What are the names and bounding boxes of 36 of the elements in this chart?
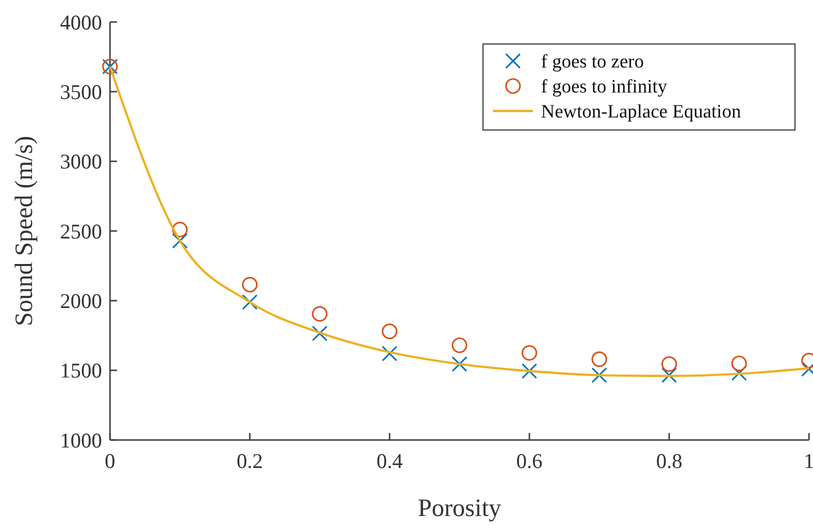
point xyxy=(731,365,747,381)
point xyxy=(172,232,188,249)
point xyxy=(382,324,398,340)
legend-label: f goes to zero xyxy=(541,52,644,73)
y-tick-label: 1500 xyxy=(60,358,102,383)
y-tick-label: 2500 xyxy=(60,219,102,244)
y-tick-label: 4000 xyxy=(60,10,102,34)
point xyxy=(452,356,468,372)
x-tick-label: 0.8 xyxy=(656,449,682,473)
point xyxy=(172,222,188,238)
point xyxy=(661,356,677,372)
point xyxy=(592,367,608,384)
x-tick-label: 0.2 xyxy=(236,449,263,473)
point xyxy=(731,356,747,372)
point xyxy=(592,351,608,367)
point xyxy=(522,345,538,361)
y-tick-label: 3500 xyxy=(60,80,102,104)
x-tick-label: 0 xyxy=(104,449,116,473)
legend-label: Newton-Laplace Equation xyxy=(541,102,742,123)
point xyxy=(242,276,258,292)
x-tick-label: 0.4 xyxy=(376,449,404,473)
point xyxy=(312,326,328,342)
x-axis-title: Porosity xyxy=(418,495,502,522)
point xyxy=(522,363,538,379)
y-tick-label: 3000 xyxy=(60,150,102,174)
point xyxy=(312,306,328,322)
point xyxy=(661,367,677,384)
y-tick-label: 2000 xyxy=(60,289,102,314)
y-tick-label: 1000 xyxy=(60,428,102,452)
point xyxy=(452,337,468,354)
x-tick-label: 1 xyxy=(804,449,813,473)
legend-label: f goes to infinity xyxy=(541,76,668,98)
x-tick-label: 0.6 xyxy=(516,449,543,473)
y-axis-title: Sound Speed (m/s) xyxy=(11,136,38,326)
point xyxy=(382,346,398,362)
point xyxy=(242,294,258,310)
